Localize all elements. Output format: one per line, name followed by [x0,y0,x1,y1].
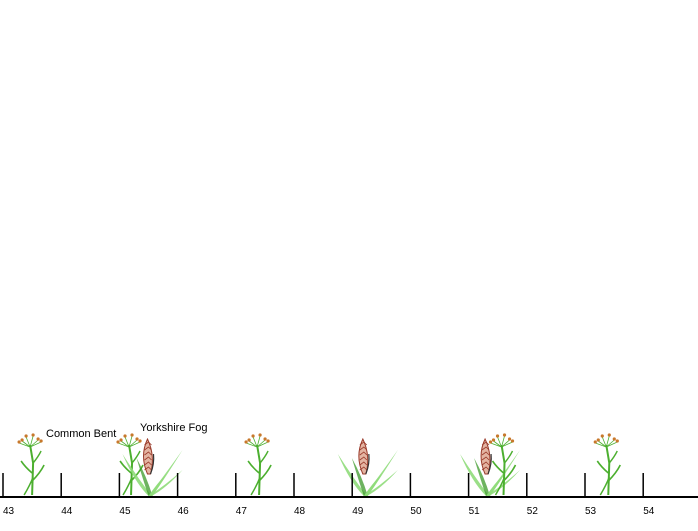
tick-label: 48 [294,506,306,517]
tick-label: 43 [3,506,15,517]
common-bent-plant [116,433,144,496]
tick-label: 44 [61,506,73,517]
yorkshire-fog-plant [337,437,398,496]
tick-label: 47 [236,506,248,517]
tick-label: 54 [643,506,655,517]
tick-label: 45 [119,506,131,517]
tick-label: 50 [410,506,422,517]
species-label-yorkshire-fog: Yorkshire Fog [140,422,207,434]
common-bent-plant [593,433,621,496]
common-bent-plant [488,433,517,496]
tick-label: 46 [178,506,190,517]
common-bent-plant [244,433,272,496]
tick-label: 49 [352,506,364,517]
tick-marks [2,473,644,497]
plants-layer [17,433,621,496]
common-bent-plant [17,433,45,496]
tick-labels: 43 44 45 46 47 48 49 50 51 52 53 54 [3,506,655,517]
tick-label: 51 [469,506,481,517]
yorkshire-fog-plant [460,437,521,496]
tick-label: 52 [527,506,539,517]
species-label-common-bent: Common Bent [46,428,116,440]
yorkshire-fog-plant [122,437,183,496]
tick-label: 53 [585,506,597,517]
